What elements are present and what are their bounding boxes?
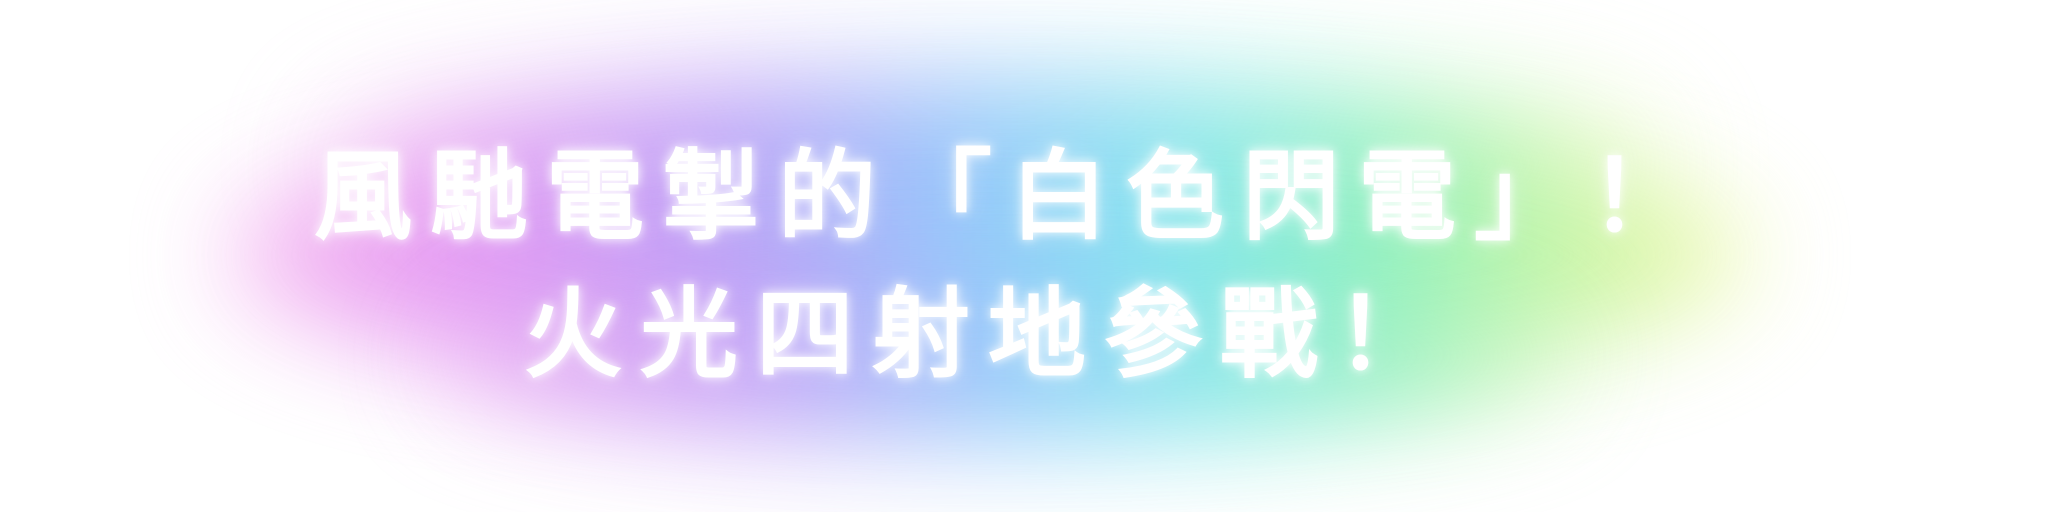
headline: 風馳電掣的「白色閃電」！ 火光四射地參戰！ bbox=[0, 128, 2048, 404]
headline-line-2: 火光四射地參戰！ bbox=[523, 278, 1452, 392]
headline-line-1: 風馳電掣的「白色閃電」！ bbox=[313, 140, 1706, 254]
rainbow-glow-bottom bbox=[440, 270, 1570, 440]
